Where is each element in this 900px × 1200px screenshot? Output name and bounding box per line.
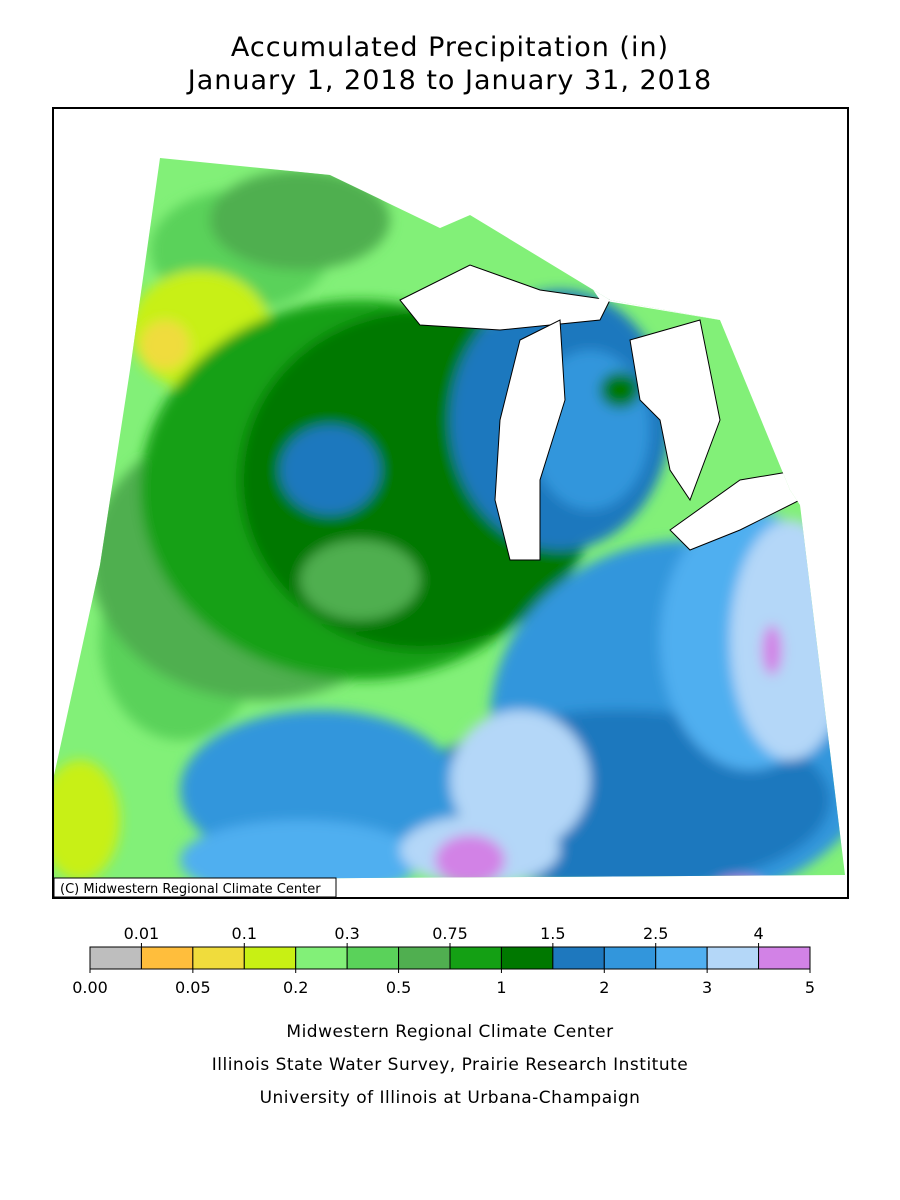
legend-label: 0.5 — [386, 978, 411, 997]
legend-label: 2.5 — [643, 924, 668, 943]
legend-box — [603, 946, 657, 970]
legend-label: 4 — [753, 924, 763, 943]
legend-box — [295, 946, 348, 970]
footer-line: Midwestern Regional Climate Center — [286, 1022, 613, 1042]
map-credit: (C) Midwestern Regional Climate Center — [60, 882, 321, 897]
legend-box — [655, 946, 708, 970]
legend-label: 0.01 — [124, 924, 160, 943]
legend-label: 0.3 — [334, 924, 359, 943]
legend-box — [706, 946, 760, 970]
legend-label: 0.75 — [432, 924, 468, 943]
legend-label: 1.5 — [540, 924, 565, 943]
legend-label: 3 — [702, 978, 712, 997]
legend-label: 0.00 — [72, 978, 108, 997]
legend-box — [192, 946, 245, 970]
legend-box — [449, 946, 502, 970]
legend-box — [500, 946, 554, 970]
legend-box — [89, 946, 142, 970]
legend-label: 1 — [496, 978, 506, 997]
title-line: Accumulated Precipitation (in) — [231, 32, 669, 63]
legend-box — [346, 946, 400, 970]
legend-box — [758, 946, 811, 970]
footer-line: University of Illinois at Urbana-Champai… — [260, 1088, 641, 1108]
legend-label: 0.05 — [175, 978, 211, 997]
legend-label: 2 — [599, 978, 609, 997]
legend-label: 5 — [805, 978, 815, 997]
legend: 0.00 0.01 0.05 0.1 0.2 0.3 0.5 0.75 1 1.5 2 2.5 3 4 5 — [72, 924, 815, 997]
title-line: January 1, 2018 to January 31, 2018 — [186, 65, 712, 96]
legend-label: 0.2 — [283, 978, 308, 997]
legend-box — [398, 946, 451, 970]
legend-box — [140, 946, 194, 970]
legend-label: 0.1 — [232, 924, 257, 943]
map: (C) Midwestern Regional Climate Center — [52, 107, 849, 899]
legend-box — [243, 946, 297, 970]
footer-line: Illinois State Water Survey, Prairie Res… — [212, 1055, 688, 1075]
legend-box — [552, 946, 605, 970]
